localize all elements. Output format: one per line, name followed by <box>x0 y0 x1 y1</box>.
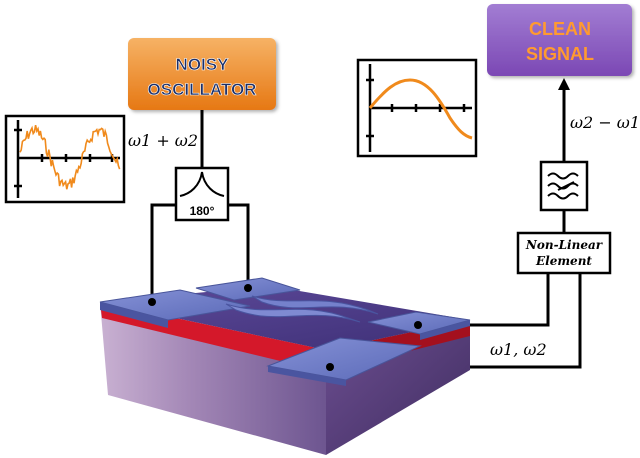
signal-label-line1: CLEAN <box>529 19 591 39</box>
oscillator-wiring <box>150 110 250 302</box>
signal-label-line2: SIGNAL <box>526 44 594 64</box>
non-linear-label-line1: Non-Linear <box>525 238 604 252</box>
filter-box <box>539 160 589 212</box>
contact-dots <box>148 284 422 371</box>
non-linear-label-line2: Element <box>535 254 592 268</box>
sum-frequency-label: ω1 + ω2 <box>128 131 198 150</box>
oscillator-label-line1: NOISY <box>176 55 230 74</box>
device-chip <box>99 277 471 455</box>
noisy-scope-plot <box>4 114 126 204</box>
noisy-waveform-trace <box>19 125 121 190</box>
oscillator-label-line2: OSCILLATOR <box>148 80 257 99</box>
phase-splitter-box: 180° <box>174 166 230 222</box>
clean-signal-box: CLEAN SIGNAL <box>487 4 632 76</box>
clean-scope-plot <box>356 58 478 158</box>
input-frequency-label: ω1, ω2 <box>490 340 547 359</box>
splitter-icon <box>179 171 225 197</box>
low-pass-filter-icon <box>547 172 579 200</box>
arrow-up-icon <box>558 78 570 90</box>
splitter-phase-label: 180° <box>190 204 215 218</box>
noisy-oscillator-box: NOISY OSCILLATOR <box>128 38 276 110</box>
clean-waveform-trace <box>368 78 473 140</box>
difference-frequency-label: ω2 − ω1 <box>570 113 640 132</box>
beam-strip-1 <box>225 303 361 323</box>
beam-strip-2 <box>251 295 379 315</box>
non-linear-element-box: Non-Linear Element <box>516 231 612 275</box>
